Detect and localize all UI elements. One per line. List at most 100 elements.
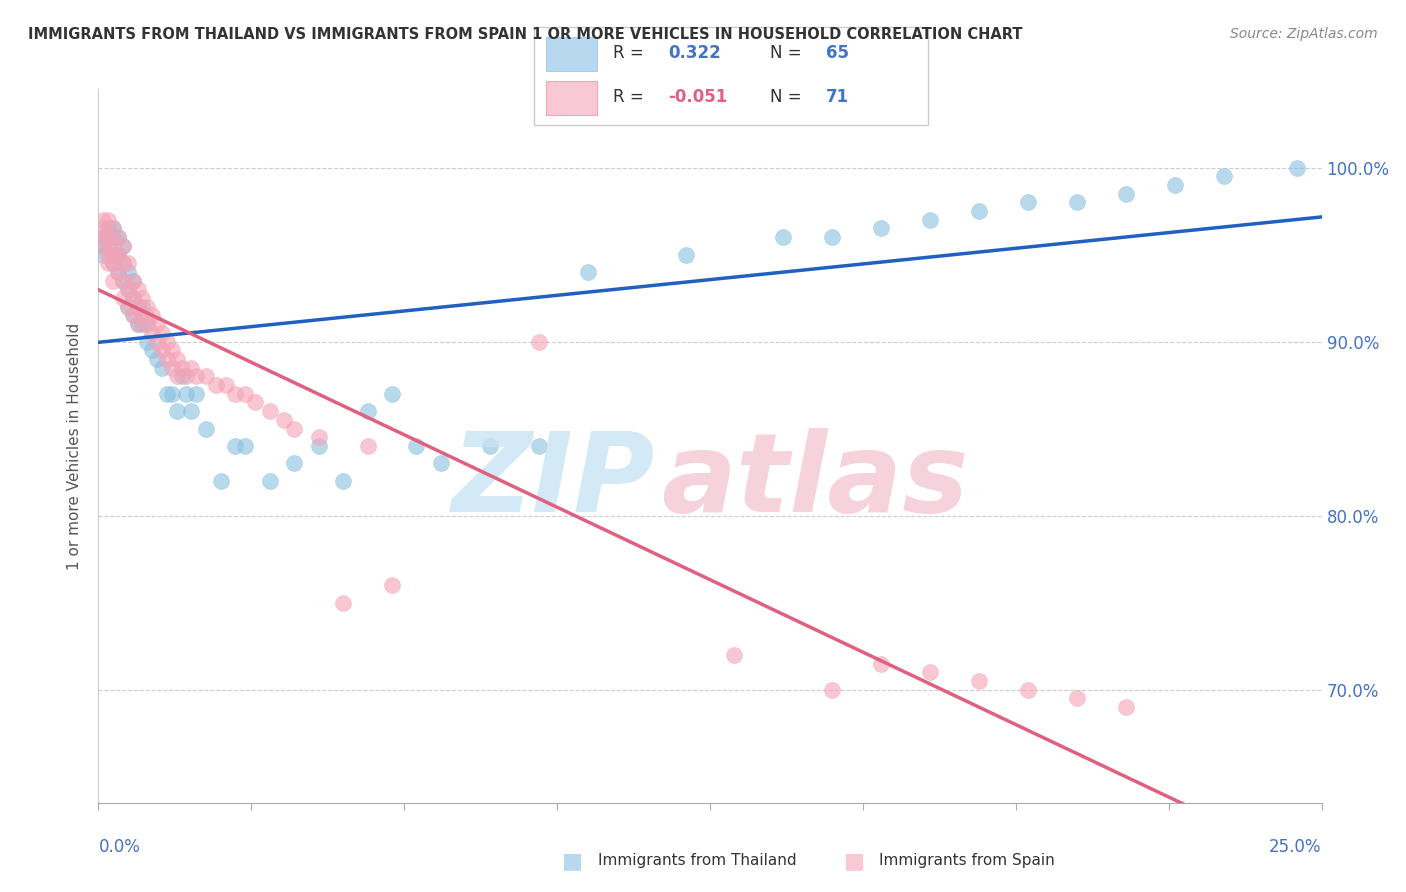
Point bbox=[224, 386, 246, 401]
Point bbox=[1164, 178, 1187, 192]
Point bbox=[121, 309, 143, 323]
Point bbox=[772, 230, 794, 244]
Point bbox=[214, 378, 236, 392]
Point bbox=[91, 212, 114, 227]
Point bbox=[283, 457, 305, 471]
Point bbox=[131, 309, 153, 323]
Point bbox=[117, 256, 139, 270]
Point bbox=[381, 386, 404, 401]
Point bbox=[91, 247, 114, 261]
Point bbox=[186, 369, 208, 384]
Point bbox=[131, 317, 153, 331]
Text: ■: ■ bbox=[844, 851, 865, 871]
Point bbox=[146, 317, 169, 331]
Point bbox=[1115, 700, 1137, 714]
Point bbox=[91, 239, 114, 253]
Point bbox=[405, 439, 427, 453]
Point bbox=[259, 404, 281, 418]
Point bbox=[233, 439, 256, 453]
Point bbox=[121, 274, 143, 288]
Point bbox=[160, 386, 183, 401]
Point bbox=[170, 360, 193, 375]
Point bbox=[576, 265, 599, 279]
Point bbox=[160, 343, 183, 358]
Point bbox=[121, 309, 143, 323]
Point bbox=[967, 204, 990, 219]
Point bbox=[127, 317, 149, 331]
Point bbox=[117, 282, 139, 296]
Point bbox=[101, 247, 124, 261]
Point bbox=[101, 221, 124, 235]
Point bbox=[117, 282, 139, 296]
Bar bbox=[546, 81, 598, 115]
Point bbox=[97, 239, 120, 253]
Point bbox=[97, 256, 120, 270]
Point bbox=[356, 404, 378, 418]
Point bbox=[166, 369, 188, 384]
Point bbox=[527, 334, 550, 349]
Point bbox=[127, 317, 149, 331]
Point bbox=[209, 474, 232, 488]
Point bbox=[97, 221, 120, 235]
Point bbox=[180, 360, 202, 375]
Point bbox=[920, 212, 942, 227]
Point bbox=[91, 230, 114, 244]
Point bbox=[195, 421, 218, 435]
Point bbox=[180, 404, 202, 418]
Point bbox=[117, 265, 139, 279]
Text: 0.0%: 0.0% bbox=[98, 838, 141, 856]
Point bbox=[332, 596, 354, 610]
Point bbox=[870, 221, 893, 235]
Point bbox=[156, 334, 179, 349]
Point bbox=[101, 230, 124, 244]
Point bbox=[121, 291, 143, 305]
Point bbox=[150, 343, 173, 358]
Point bbox=[259, 474, 281, 488]
Text: Immigrants from Spain: Immigrants from Spain bbox=[879, 854, 1054, 868]
Point bbox=[107, 247, 129, 261]
Text: ■: ■ bbox=[562, 851, 583, 871]
Point bbox=[166, 351, 188, 366]
Point bbox=[127, 282, 149, 296]
Point bbox=[150, 360, 173, 375]
Point bbox=[91, 230, 114, 244]
Point bbox=[233, 386, 256, 401]
FancyBboxPatch shape bbox=[534, 27, 928, 125]
Text: IMMIGRANTS FROM THAILAND VS IMMIGRANTS FROM SPAIN 1 OR MORE VEHICLES IN HOUSEHOL: IMMIGRANTS FROM THAILAND VS IMMIGRANTS F… bbox=[28, 27, 1022, 42]
Point bbox=[111, 291, 134, 305]
Point bbox=[1066, 691, 1088, 706]
Point bbox=[141, 343, 163, 358]
Point bbox=[186, 386, 208, 401]
Point bbox=[107, 265, 129, 279]
Point bbox=[127, 300, 149, 314]
Text: Immigrants from Thailand: Immigrants from Thailand bbox=[598, 854, 796, 868]
Point bbox=[97, 230, 120, 244]
Point bbox=[920, 665, 942, 680]
Point bbox=[107, 247, 129, 261]
Text: R =: R = bbox=[613, 88, 650, 106]
Point bbox=[332, 474, 354, 488]
Point bbox=[97, 230, 120, 244]
Text: 25.0%: 25.0% bbox=[1270, 838, 1322, 856]
Point bbox=[107, 230, 129, 244]
Point bbox=[205, 378, 228, 392]
Point bbox=[91, 239, 114, 253]
Point bbox=[195, 369, 218, 384]
Point bbox=[101, 256, 124, 270]
Point bbox=[675, 247, 697, 261]
Point bbox=[131, 291, 153, 305]
Point bbox=[136, 334, 159, 349]
Y-axis label: 1 or more Vehicles in Household: 1 or more Vehicles in Household bbox=[67, 322, 83, 570]
Point bbox=[243, 395, 266, 409]
Point bbox=[224, 439, 246, 453]
Text: ZIP: ZIP bbox=[451, 428, 655, 535]
Point bbox=[1115, 186, 1137, 201]
Point bbox=[1286, 161, 1309, 175]
Point bbox=[121, 291, 143, 305]
Text: 0.322: 0.322 bbox=[668, 45, 721, 62]
Point bbox=[101, 221, 124, 235]
Point bbox=[170, 369, 193, 384]
Point bbox=[273, 413, 295, 427]
Point bbox=[127, 300, 149, 314]
Point bbox=[111, 274, 134, 288]
